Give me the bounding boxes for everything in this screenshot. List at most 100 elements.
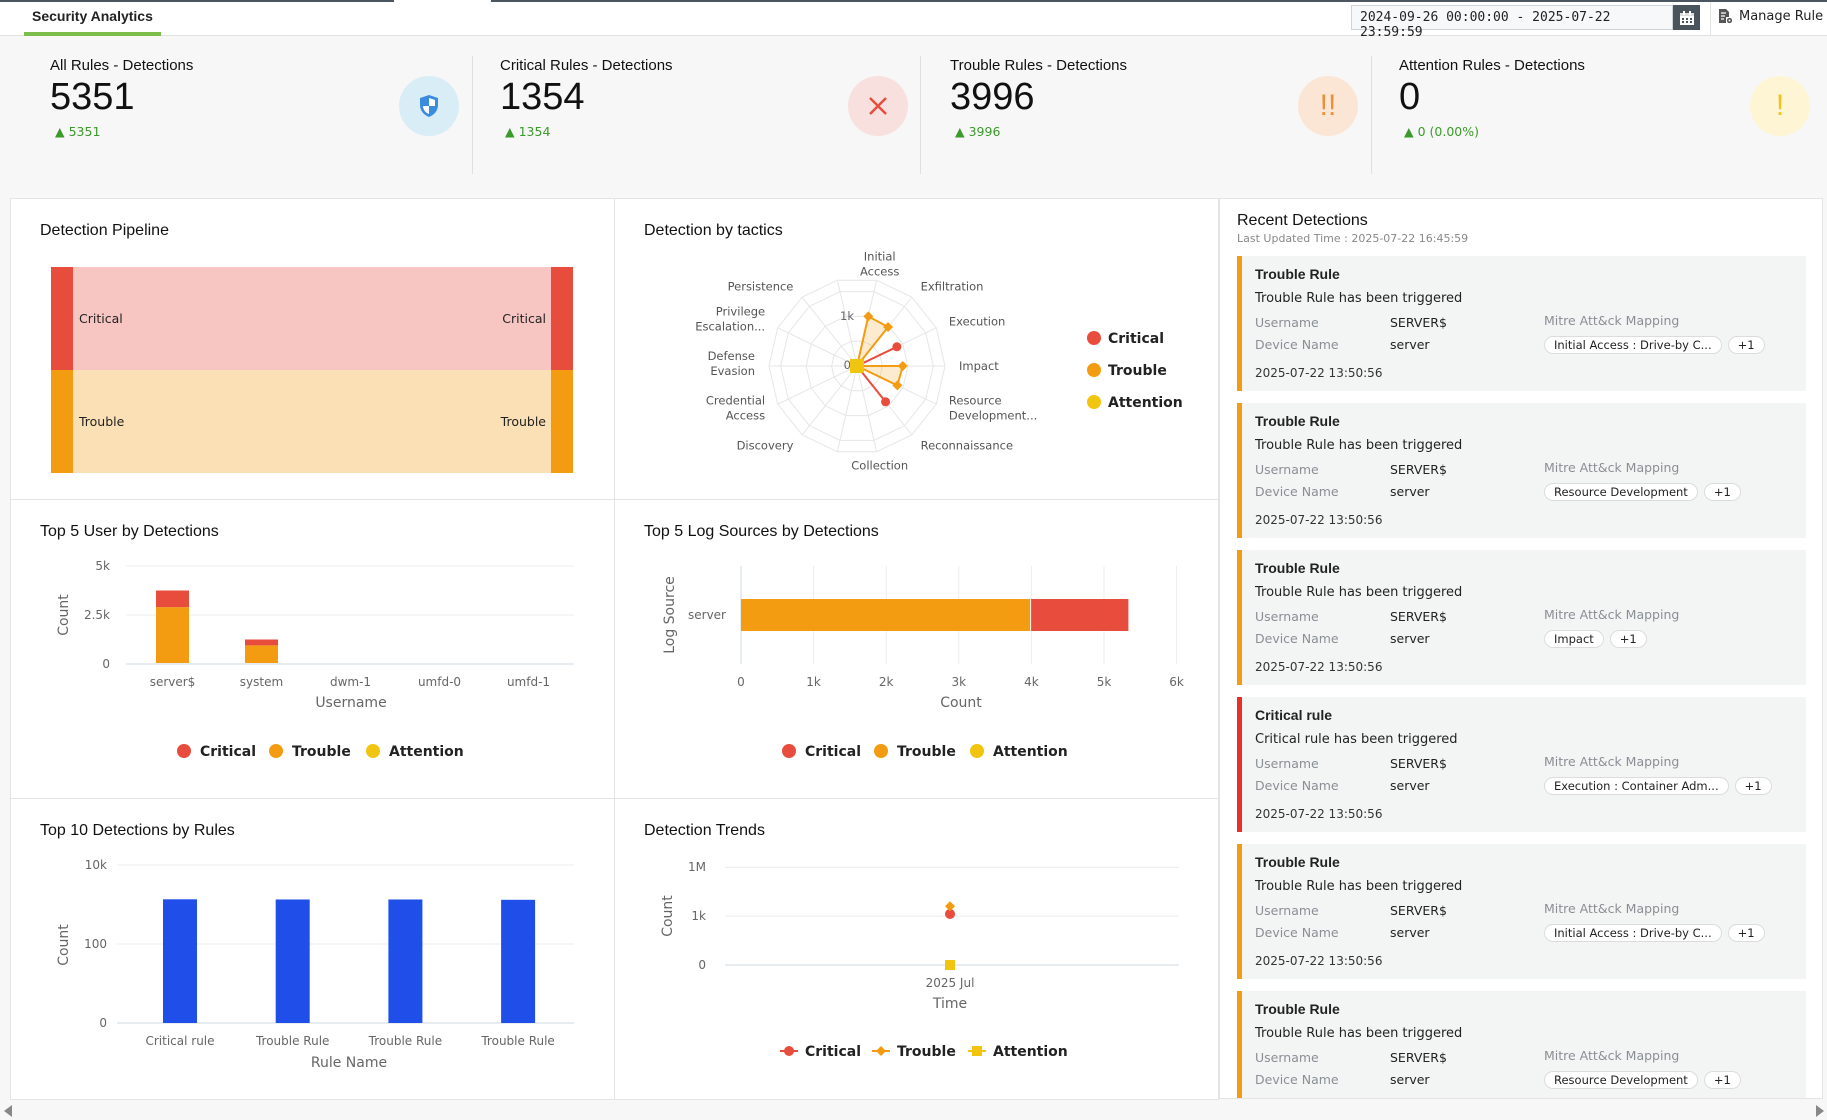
panel-title: Top 5 Log Sources by Detections <box>644 523 879 540</box>
more-tactics-chip[interactable]: +1 <box>1703 483 1741 501</box>
device-name-value: server <box>1390 631 1430 646</box>
kpi-delta: ▲ 5351 <box>55 124 100 139</box>
detection-timestamp: 2025-07-22 13:50:56 <box>1255 366 1383 380</box>
kpi-delta-value: 0 (0.00%) <box>1417 124 1479 139</box>
scroll-right-arrow-icon[interactable] <box>1815 1105 1825 1117</box>
detection-rule-name[interactable]: Critical rule <box>1255 707 1333 723</box>
kpi-delta-value: 1354 <box>518 124 551 139</box>
kpi-delta: ▲ 3996 <box>955 124 1000 139</box>
kpi-delta-value: 5351 <box>68 124 101 139</box>
detection-timestamp: 2025-07-22 13:50:56 <box>1255 513 1383 527</box>
manage-rule-label: Manage Rule <box>1739 8 1824 24</box>
up-arrow-icon: ▲ <box>1404 124 1418 139</box>
detection-card[interactable]: Trouble Rule Trouble Rule has been trigge… <box>1237 844 1806 979</box>
panel-title: Detection Pipeline <box>40 222 169 239</box>
panel-detection-by-tactics: Detection by tactics <box>614 198 1219 500</box>
kpi-card[interactable]: Critical Rules - Detections 1354 ▲ 1354 <box>500 41 950 175</box>
kpi-card[interactable]: All Rules - Detections 5351 ▲ 5351 <box>50 41 500 175</box>
kpi-value: 1354 <box>500 76 585 118</box>
kpi-divider <box>1371 56 1372 174</box>
mitre-mapping-label: Mitre Att&ck Mapping <box>1544 607 1680 622</box>
exclamation-icon: ! <box>1750 76 1810 136</box>
username-value: SERVER$ <box>1390 462 1447 477</box>
detection-rule-name[interactable]: Trouble Rule <box>1255 854 1340 870</box>
username-value: SERVER$ <box>1390 609 1447 624</box>
kpi-value: 3996 <box>950 76 1035 118</box>
username-value: SERVER$ <box>1390 315 1447 330</box>
scroll-left-arrow-icon[interactable] <box>3 1105 13 1117</box>
panel-top-log-sources: Top 5 Log Sources by Detections <box>614 499 1219 799</box>
panel-title: Top 10 Detections by Rules <box>40 822 235 839</box>
detection-description: Critical rule has been triggered <box>1255 732 1458 747</box>
device-name-label: Device Name <box>1255 1072 1339 1087</box>
date-range-input[interactable]: 2024-09-26 00:00:00 - 2025-07-22 23:59:5… <box>1351 5 1673 40</box>
recent-detections-panel[interactable]: Recent Detections Last Updated Time : 20… <box>1219 198 1823 1099</box>
device-name-label: Device Name <box>1255 484 1339 499</box>
more-tactics-chip[interactable]: +1 <box>1703 1071 1741 1089</box>
panel-top-rules: Top 10 Detections by Rules <box>10 798 615 1100</box>
mitre-mapping-label: Mitre Att&ck Mapping <box>1544 460 1680 475</box>
kpi-delta: ▲ 0 (0.00%) <box>1404 124 1479 139</box>
mitre-mapping-label: Mitre Att&ck Mapping <box>1544 1048 1680 1063</box>
horizontal-scrollbar[interactable] <box>0 1100 1827 1120</box>
manage-rule-button[interactable]: Manage Rule <box>1717 8 1823 24</box>
mitre-mapping-label: Mitre Att&ck Mapping <box>1544 901 1680 916</box>
mitre-tactic-chip[interactable]: Initial Access : Drive-by C... <box>1544 924 1722 942</box>
panel-detection-trends: Detection Trends <box>614 798 1219 1100</box>
more-tactics-chip[interactable]: +1 <box>1609 630 1647 648</box>
detection-card[interactable]: Trouble Rule Trouble Rule has been trigge… <box>1237 991 1806 1098</box>
up-arrow-icon: ▲ <box>955 124 969 139</box>
detection-card[interactable]: Trouble Rule Trouble Rule has been trigge… <box>1237 550 1806 685</box>
panel-title: Detection by tactics <box>644 222 783 239</box>
detection-rule-name[interactable]: Trouble Rule <box>1255 266 1340 282</box>
detection-rule-name[interactable]: Trouble Rule <box>1255 413 1340 429</box>
kpi-title: All Rules - Detections <box>50 57 194 74</box>
kpi-divider <box>472 56 473 174</box>
device-name-label: Device Name <box>1255 778 1339 793</box>
detection-rule-name[interactable]: Trouble Rule <box>1255 560 1340 576</box>
mitre-tactic-chip[interactable]: Resource Development <box>1544 1071 1698 1089</box>
detection-description: Trouble Rule has been triggered <box>1255 1026 1463 1041</box>
mitre-tactic-chip[interactable]: Initial Access : Drive-by C... <box>1544 336 1722 354</box>
header-divider <box>1710 2 1711 36</box>
panel-title: Detection Trends <box>644 822 765 839</box>
mitre-tactic-chip[interactable]: Impact <box>1544 630 1604 648</box>
mitre-mapping-label: Mitre Att&ck Mapping <box>1544 313 1680 328</box>
more-tactics-chip[interactable]: +1 <box>1734 777 1772 795</box>
more-tactics-chip[interactable]: +1 <box>1727 924 1765 942</box>
kpi-card[interactable]: Attention Rules - Detections 0 ▲ 0 (0.00%)… <box>1399 41 1827 175</box>
up-arrow-icon: ▲ <box>505 124 519 139</box>
detection-description: Trouble Rule has been triggered <box>1255 438 1463 453</box>
shield-icon <box>399 76 459 136</box>
detection-rule-name[interactable]: Trouble Rule <box>1255 1001 1340 1017</box>
kpi-title: Trouble Rules - Detections <box>950 57 1128 74</box>
top-border <box>0 0 1827 2</box>
detection-card[interactable]: Critical rule Critical rule has been trig… <box>1237 697 1806 832</box>
username-label: Username <box>1255 609 1319 624</box>
device-name-value: server <box>1390 925 1430 940</box>
mitre-tactic-chip[interactable]: Execution : Container Adm... <box>1544 777 1729 795</box>
kpi-card[interactable]: Trouble Rules - Detections 3996 ▲ 3996!! <box>950 41 1400 175</box>
detection-timestamp: 2025-07-22 13:50:56 <box>1255 660 1383 674</box>
device-name-label: Device Name <box>1255 925 1339 940</box>
detection-description: Trouble Rule has been triggered <box>1255 291 1463 306</box>
mitre-mapping-label: Mitre Att&ck Mapping <box>1544 754 1680 769</box>
detection-card[interactable]: Trouble Rule Trouble Rule has been trigge… <box>1237 256 1806 391</box>
tab-security-analytics[interactable]: Security Analytics <box>24 2 161 36</box>
calendar-button[interactable] <box>1673 5 1700 30</box>
double-exclamation-icon: !! <box>1298 76 1358 136</box>
top-border-gap <box>394 0 491 2</box>
kpi-value: 0 <box>1399 76 1421 118</box>
device-name-value: server <box>1390 1072 1430 1087</box>
device-name-value: server <box>1390 484 1430 499</box>
username-label: Username <box>1255 756 1319 771</box>
kpi-value: 5351 <box>50 76 135 118</box>
detection-timestamp: 2025-07-22 13:50:56 <box>1255 807 1383 821</box>
detection-card[interactable]: Trouble Rule Trouble Rule has been trigge… <box>1237 403 1806 538</box>
mitre-tactic-chip[interactable]: Resource Development <box>1544 483 1698 501</box>
more-tactics-chip[interactable]: +1 <box>1727 336 1765 354</box>
device-name-label: Device Name <box>1255 631 1339 646</box>
kpi-title: Critical Rules - Detections <box>500 57 673 74</box>
device-name-value: server <box>1390 778 1430 793</box>
panel-top-users: Top 5 User by Detections <box>10 499 615 799</box>
